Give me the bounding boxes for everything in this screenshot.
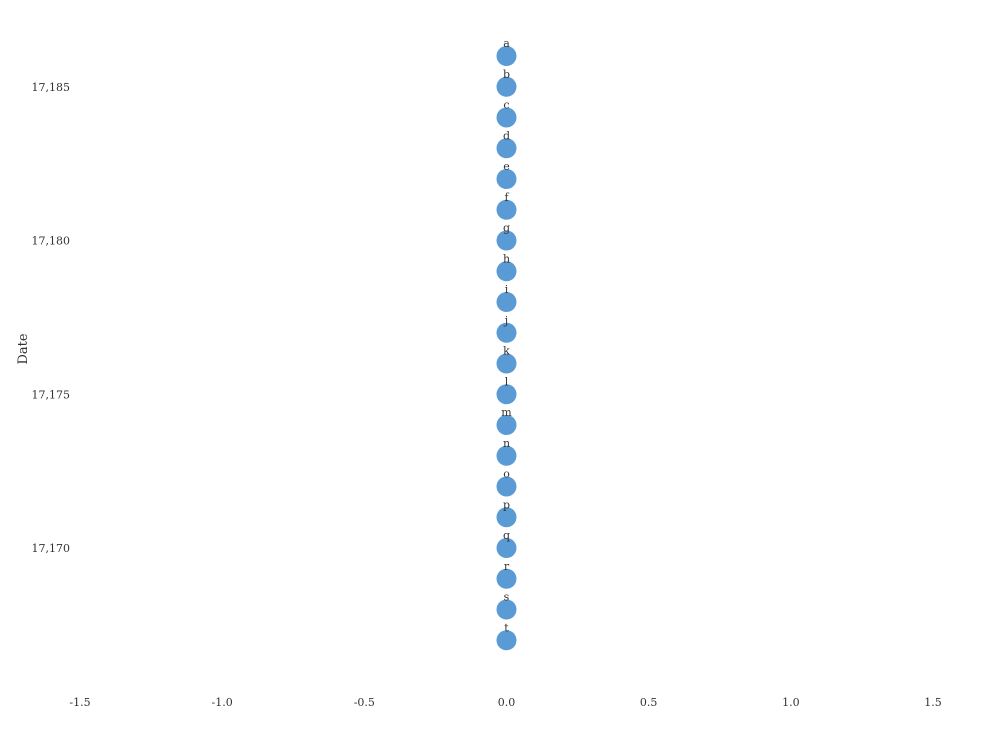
data-point: [496, 507, 517, 528]
x-tick-label: 0.5: [640, 696, 658, 709]
y-tick-label: 17,185: [32, 81, 71, 94]
x-tick-label: -1.0: [212, 696, 233, 709]
x-tick-label: 1.5: [924, 696, 942, 709]
data-point: [496, 599, 517, 620]
data-point: [496, 538, 517, 558]
x-tick-label: -1.5: [69, 696, 90, 709]
data-point-label: r: [504, 560, 510, 573]
data-point-label: k: [503, 345, 510, 358]
data-point-label: q: [503, 529, 510, 542]
data-point: [496, 107, 517, 128]
plot-area: a b c d e f g h i j k l m n o p q r s t: [496, 37, 517, 651]
data-point: [496, 476, 517, 497]
data-point-label: h: [503, 252, 510, 265]
data-point-label: t: [504, 621, 509, 634]
data-point: [496, 415, 517, 435]
data-point-label: n: [503, 437, 510, 450]
data-point-label: l: [505, 375, 509, 388]
data-point-label: j: [503, 314, 508, 327]
y-tick-label: 17,180: [32, 235, 71, 248]
x-tick-label: -0.5: [354, 696, 375, 709]
data-point: [496, 76, 517, 97]
y-axis-title: Date: [16, 333, 31, 364]
data-point-label: s: [504, 591, 510, 604]
data-point: [496, 169, 517, 189]
data-point: [496, 292, 517, 312]
data-point: [496, 445, 517, 466]
data-point: [496, 46, 517, 66]
x-axis: -1.5 -1.0 -0.5 0.0 0.5 1.0 1.5: [69, 696, 941, 709]
data-point: [496, 568, 517, 589]
x-tick-label: 0.0: [498, 696, 516, 709]
data-point-label: d: [503, 129, 510, 142]
data-point-label: g: [503, 222, 510, 235]
data-point-label: b: [503, 68, 510, 81]
data-point: [496, 353, 517, 374]
data-point-label: a: [503, 37, 510, 50]
data-point: [496, 199, 517, 220]
data-point-label: p: [503, 498, 510, 511]
data-point: [496, 322, 517, 343]
data-point: [496, 261, 517, 282]
data-point: [496, 630, 517, 651]
data-point-label: e: [503, 160, 510, 173]
data-point-label: i: [505, 283, 509, 296]
y-tick-label: 17,170: [32, 542, 71, 555]
data-point-label: c: [503, 99, 509, 112]
y-axis: 17,185 17,180 17,175 17,170: [32, 81, 71, 555]
data-point: [496, 230, 517, 251]
data-point-label: f: [504, 191, 509, 204]
data-point-label: m: [501, 406, 512, 419]
data-point: [496, 384, 517, 405]
data-point: [496, 138, 517, 159]
data-point-label: o: [503, 468, 510, 481]
x-tick-label: 1.0: [782, 696, 800, 709]
y-tick-label: 17,175: [32, 388, 71, 401]
